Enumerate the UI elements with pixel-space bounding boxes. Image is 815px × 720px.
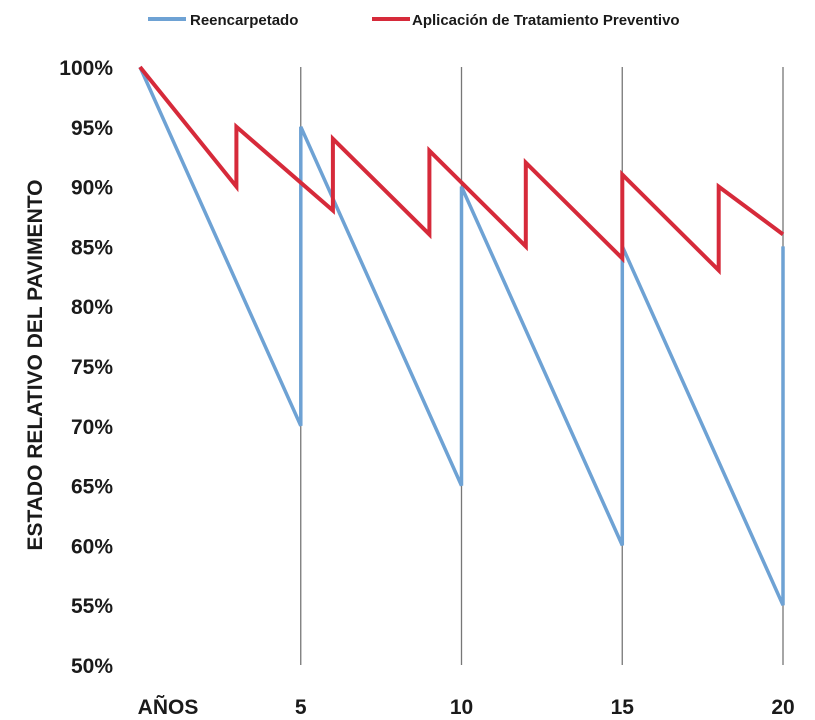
x-tick-label: 10 xyxy=(450,696,473,719)
x-axis-ticks: AÑOS 5 10 15 20 xyxy=(138,696,795,719)
y-tick-label: 100% xyxy=(59,57,113,80)
x-tick-label: 20 xyxy=(771,696,794,719)
legend: Reencarpetado Aplicación de Tratamiento … xyxy=(148,12,680,29)
y-tick-label: 50% xyxy=(71,655,113,678)
y-axis-ticks: 100% 95% 90% 85% 80% 75% 70% 65% 60% 55% 50% xyxy=(59,57,113,678)
y-tick-label: 55% xyxy=(71,595,113,618)
series-line-tratamiento-preventivo xyxy=(138,65,785,276)
y-tick-label: 60% xyxy=(71,535,113,558)
y-axis-title: ESTADO RELATIVO DEL PAVIMENTO xyxy=(24,179,47,550)
legend-label-reencarpetado: Reencarpetado xyxy=(190,12,298,29)
y-tick-label: 70% xyxy=(71,416,113,439)
y-tick-label: 95% xyxy=(71,117,113,140)
y-tick-label: 75% xyxy=(71,356,113,379)
y-tick-label: 65% xyxy=(71,476,113,499)
y-tick-label: 85% xyxy=(71,236,113,259)
x-axis-first-label: AÑOS xyxy=(138,696,199,719)
series-line-reencarpetado xyxy=(138,66,785,606)
x-tick-label: 5 xyxy=(295,696,307,719)
y-tick-label: 90% xyxy=(71,177,113,200)
legend-label-tratamiento-preventivo: Aplicación de Tratamiento Preventivo xyxy=(412,12,680,29)
y-tick-label: 80% xyxy=(71,296,113,319)
series-lines xyxy=(138,65,785,606)
x-tick-label: 15 xyxy=(611,696,635,719)
